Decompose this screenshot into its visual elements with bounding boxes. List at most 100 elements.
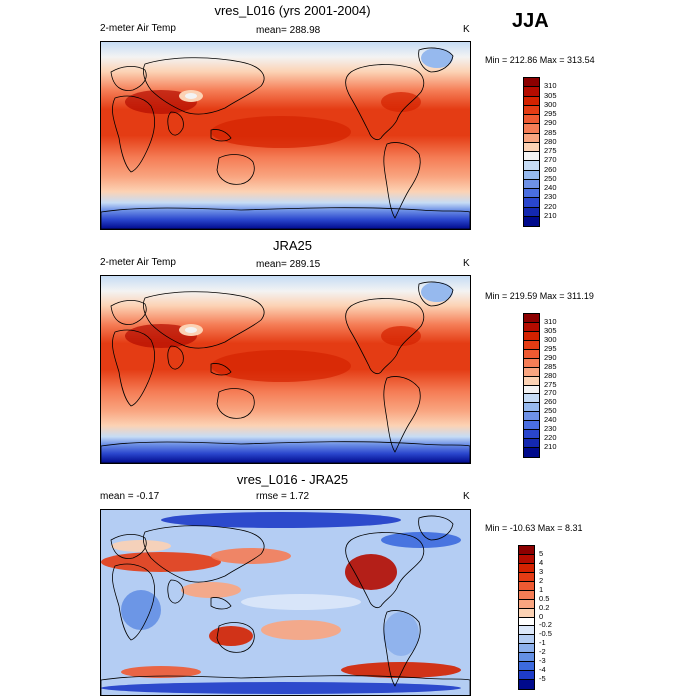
panel-2-map [100,275,471,464]
colorbar-swatch [524,358,539,368]
colorbar-tick-label: 0.2 [539,602,550,612]
panel-1-variable-label: 2-meter Air Temp [100,23,176,34]
colorbar-tick-label: 260 [544,397,557,407]
colorbar-swatch [519,546,534,555]
colorbar-swatch [524,161,539,171]
panel-1-map-graphic [101,42,470,229]
colorbar-tick-label: 305 [544,325,557,335]
colorbar-swatch [524,96,539,106]
panel-1-title: vres_L016 (yrs 2001-2004) [214,3,371,18]
colorbar-swatch [524,207,539,217]
colorbar-tick-label: 290 [544,118,557,128]
colorbar-swatch [524,421,539,431]
colorbar-tick-label: 250 [544,406,557,416]
panel-3-title: vres_L016 - JRA25 [236,472,349,487]
colorbar-swatch [524,105,539,115]
colorbar-swatch [524,403,539,413]
colorbar-swatch [524,448,539,457]
panel-1-units: K [463,24,470,35]
colorbar-swatch [519,599,534,609]
colorbar-tick-label: 280 [544,370,557,380]
colorbar-tick-label: 230 [544,424,557,434]
colorbar-swatch [519,653,534,663]
colorbar-swatch [524,142,539,152]
colorbar-swatch [519,590,534,600]
colorbar-swatch [524,331,539,341]
season-label: JJA [512,10,549,32]
colorbar-swatch [524,430,539,440]
panel-1-minmax: Min = 212.86 Max = 313.54 [485,55,595,65]
panel-2-mean: mean= 289.15 [256,259,321,270]
colorbar-swatch [519,572,534,582]
colorbar-tick-label: 5 [539,548,544,558]
colorbar-swatch [524,216,539,226]
colorbar-swatch [524,322,539,332]
colorbar-tick-label: -4 [539,665,546,675]
panel-2-title: JRA25 [272,238,313,253]
colorbar-swatch [519,671,534,681]
panel-1-colorbar [523,77,540,227]
colorbar-swatch [519,581,534,591]
panel-3-map [100,509,471,696]
colorbar-tick-label: 290 [544,352,557,362]
colorbar-swatch [519,554,534,564]
colorbar-tick-label: -0.2 [539,620,552,630]
colorbar-tick-label: 0 [539,611,544,621]
colorbar-swatch [524,394,539,404]
colorbar-swatch [524,179,539,189]
colorbar-tick-label: 285 [544,361,557,371]
panel-2-colorbar [523,313,540,458]
colorbar-swatch [524,439,539,449]
colorbar-tick-label: 210 [544,442,557,452]
colorbar-tick-label: -3 [539,656,546,666]
colorbar-swatch [524,412,539,422]
colorbar-tick-label: 230 [544,192,557,202]
colorbar-swatch [519,563,534,573]
colorbar-tick-label: 270 [544,388,557,398]
colorbar-swatch [524,133,539,143]
colorbar-tick-label: 300 [544,99,557,109]
colorbar-tick-label: 260 [544,164,557,174]
colorbar-tick-label: 295 [544,343,557,353]
colorbar-tick-label: -0.5 [539,629,552,639]
colorbar-tick-label: 310 [544,81,557,91]
colorbar-swatch [524,78,539,88]
panel-1-mean: mean= 288.98 [256,25,321,36]
colorbar-swatch [524,189,539,199]
colorbar-tick-label: 220 [544,433,557,443]
colorbar-tick-label: 280 [544,136,557,146]
panel-2-map-graphic [101,276,470,463]
colorbar-tick-label: 295 [544,109,557,118]
colorbar-swatch [524,87,539,97]
colorbar-tick-label: 1 [539,584,544,594]
panel-1-map [100,41,471,230]
colorbar-tick-label: 285 [544,127,557,137]
colorbar-tick-label: -1 [539,638,546,648]
colorbar-swatch [524,115,539,125]
panel-3-minmax: Min = -10.63 Max = 8.31 [485,523,583,533]
colorbar-tick-label: 310 [544,316,557,326]
colorbar-swatch [519,626,534,636]
colorbar-swatch [519,680,534,689]
colorbar-swatch [519,608,534,618]
colorbar-swatch [524,198,539,208]
colorbar-swatch [524,152,539,162]
colorbar-swatch [519,617,534,627]
colorbar-tick-label: 275 [544,379,557,389]
colorbar-tick-label: 250 [544,173,557,183]
colorbar-tick-label: 305 [544,90,557,100]
panel-3-map-graphic [101,510,470,695]
colorbar-swatch [524,170,539,180]
colorbar-tick-label: 220 [544,201,557,211]
colorbar-tick-label: 240 [544,183,557,192]
colorbar-swatch [524,349,539,359]
colorbar-tick-label: -2 [539,647,546,657]
colorbar-tick-label: 3 [539,566,544,576]
panel-2-variable-label: 2-meter Air Temp [100,257,176,268]
colorbar-swatch [524,367,539,377]
colorbar-tick-label: 270 [544,155,557,165]
colorbar-tick-label: 210 [544,210,557,220]
panel-3-units: K [463,491,470,502]
colorbar-swatch [524,314,539,323]
panel-3-colorbar [518,545,535,690]
